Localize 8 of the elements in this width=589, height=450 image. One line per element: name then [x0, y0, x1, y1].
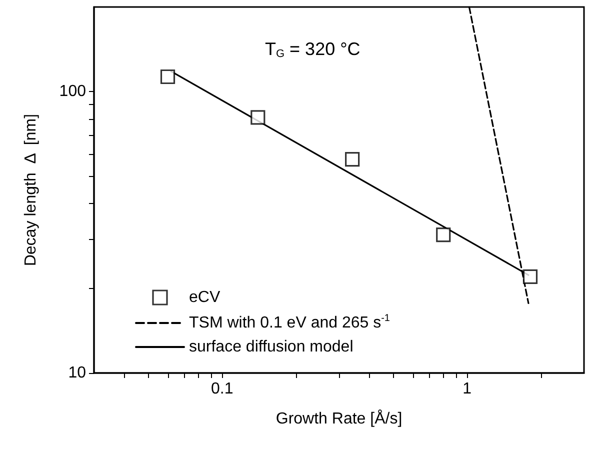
legend-label: surface diffusion model — [189, 338, 354, 356]
x-tick-label: 0.1 — [210, 380, 234, 398]
legend-label: eCV — [189, 289, 220, 306]
y-tick-label: 100 — [59, 83, 86, 100]
x-tick-label: 1 — [462, 380, 472, 398]
y-tick-label: 10 — [68, 364, 86, 382]
x-axis-title: Growth Rate [Å/s] — [276, 410, 402, 428]
y-axis-title: Decay length Δ [nm] — [22, 114, 40, 266]
